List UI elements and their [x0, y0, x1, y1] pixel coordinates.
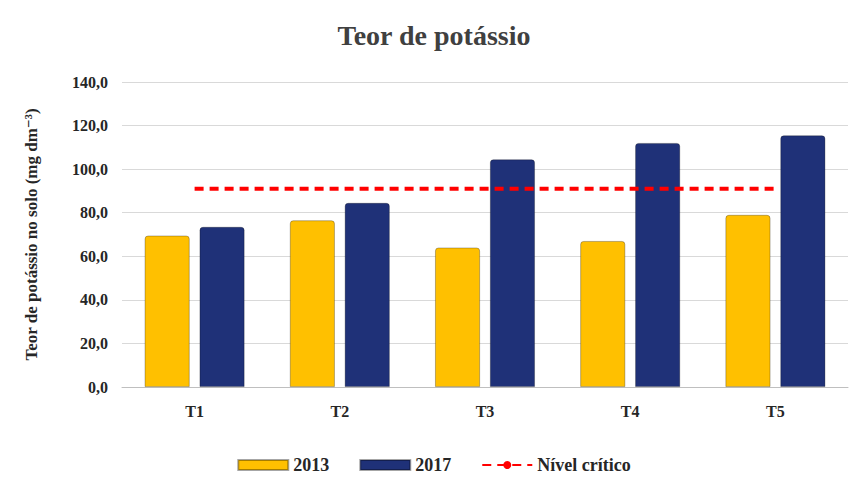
svg-text:100,0: 100,0 [72, 161, 108, 178]
svg-text:0,0: 0,0 [88, 379, 108, 396]
svg-text:20,0: 20,0 [80, 335, 108, 352]
svg-text:T4: T4 [621, 403, 640, 420]
svg-text:T3: T3 [476, 403, 495, 420]
svg-text:60,0: 60,0 [80, 248, 108, 265]
svg-text:80,0: 80,0 [80, 204, 108, 221]
svg-text:T2: T2 [330, 403, 349, 420]
svg-text:2017: 2017 [415, 455, 451, 475]
svg-text:Nível crítico: Nível crítico [537, 455, 630, 475]
svg-text:140,0: 140,0 [72, 74, 108, 91]
svg-text:2013: 2013 [293, 455, 329, 475]
svg-text:120,0: 120,0 [72, 117, 108, 134]
svg-text:T1: T1 [185, 403, 204, 420]
svg-text:40,0: 40,0 [80, 291, 108, 308]
svg-text:Teor de potássio no solo (mg d: Teor de potássio no solo (mg dm⁻³) [22, 108, 41, 360]
svg-text:T5: T5 [766, 403, 785, 420]
svg-text:Teor de potássio: Teor de potássio [338, 20, 531, 51]
